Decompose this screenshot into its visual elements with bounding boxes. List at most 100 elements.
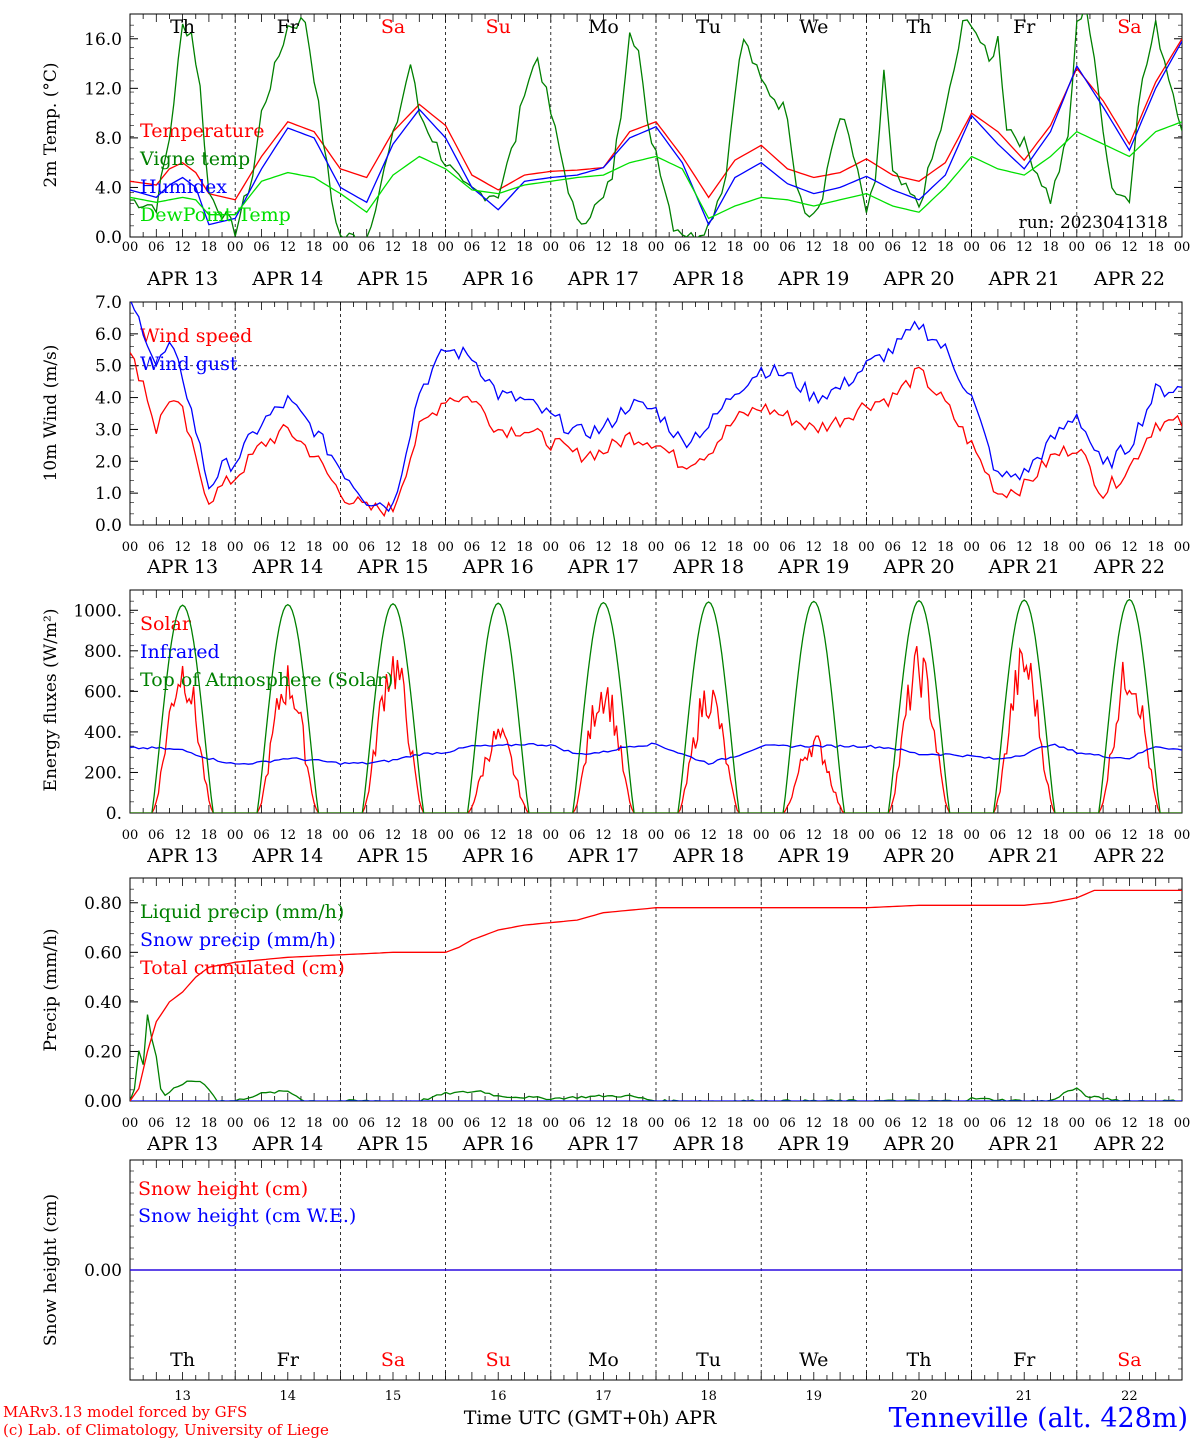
x-hour-label: 00: [753, 1116, 770, 1131]
x-hour-label: 06: [1095, 240, 1112, 255]
y-axis-label: 10m Wind (m/s): [41, 345, 61, 482]
series-line: [130, 598, 1182, 813]
legend-label: DewPoint Temp: [140, 204, 291, 226]
x-hour-label: 00: [963, 828, 980, 843]
x-date-label: APR 16: [462, 1133, 534, 1155]
x-hour-label: 06: [884, 540, 901, 555]
x-hour-label: 12: [174, 828, 191, 843]
x-date-label: APR 16: [462, 268, 534, 290]
x-hour-label: 18: [937, 1116, 954, 1131]
x-date-label: APR 15: [356, 268, 428, 290]
x-hour-label: 06: [253, 240, 270, 255]
y-tick-label: 0.20: [84, 1042, 122, 1062]
x-date-label: APR 13: [146, 268, 218, 290]
weekday-label: Tu: [696, 1349, 721, 1371]
legend-label: Wind speed: [140, 325, 252, 347]
x-hour-label: 06: [674, 240, 691, 255]
x-date-label: APR 13: [146, 1133, 218, 1155]
x-hour-label: 00: [332, 240, 349, 255]
x-hour-label: 18: [727, 1116, 744, 1131]
x-date-label: APR 17: [567, 556, 639, 578]
x-hour-label: 00: [1069, 540, 1086, 555]
legend-label: Wind gust: [140, 353, 238, 375]
x-date-label: APR 16: [462, 845, 534, 867]
x-hour-label: 12: [385, 1116, 402, 1131]
x-date-label: APR 14: [251, 556, 323, 578]
y-tick-label: 2.0: [95, 452, 122, 472]
legend-label: Snow height (cm W.E.): [138, 1205, 356, 1227]
x-date-label: APR 19: [777, 556, 849, 578]
x-date-label: APR 18: [672, 1133, 744, 1155]
x-hour-label: 18: [621, 240, 638, 255]
x-hour-label: 00: [753, 540, 770, 555]
x-hour-label: 06: [674, 540, 691, 555]
x-hour-label: 18: [832, 540, 849, 555]
x-hour-label: 06: [674, 1116, 691, 1131]
x-hour-label: 06: [1095, 1116, 1112, 1131]
x-hour-label: 12: [280, 828, 297, 843]
weekday-label: Tu: [696, 16, 721, 38]
day-number-label: 21: [1016, 1389, 1033, 1404]
y-axis-label: Snow height (cm): [41, 1194, 61, 1346]
legend-label: Snow height (cm): [138, 1178, 308, 1200]
x-hour-label: 12: [595, 828, 612, 843]
day-number-label: 16: [490, 1389, 507, 1404]
x-hour-label: 12: [490, 828, 507, 843]
x-hour-label: 06: [884, 828, 901, 843]
panel-frame: [129, 301, 1183, 526]
series-line: [130, 14, 1182, 237]
x-hour-label: 12: [806, 828, 823, 843]
x-date-label: APR 14: [251, 268, 323, 290]
day-number-label: 19: [806, 1389, 823, 1404]
weekday-label: Sa: [381, 1349, 405, 1371]
weekday-label: Th: [907, 1349, 932, 1371]
x-hour-label: 18: [516, 1116, 533, 1131]
x-date-label: APR 16: [462, 556, 534, 578]
x-hour-label: 06: [569, 240, 586, 255]
x-hour-label: 12: [700, 240, 717, 255]
x-hour-label: 00: [753, 240, 770, 255]
lab-credit: (c) Lab. of Climatology, University of L…: [3, 1421, 329, 1439]
x-hour-label: 18: [516, 828, 533, 843]
x-hour-label: 06: [358, 540, 375, 555]
x-date-label: APR 18: [672, 845, 744, 867]
x-date-label: APR 15: [356, 556, 428, 578]
legend-label: Solar: [140, 613, 192, 635]
x-hour-label: 18: [411, 828, 428, 843]
x-hour-label: 12: [911, 1116, 928, 1131]
x-hour-label: 06: [884, 1116, 901, 1131]
x-hour-label: 18: [727, 240, 744, 255]
x-hour-label: 06: [464, 1116, 481, 1131]
x-hour-label: 00: [122, 828, 139, 843]
x-hour-label: 00: [332, 540, 349, 555]
x-hour-label: 00: [437, 540, 454, 555]
day-number-label: 14: [280, 1389, 297, 1404]
x-hour-label: 18: [621, 540, 638, 555]
x-date-label: APR 22: [1093, 268, 1165, 290]
series-line: [130, 38, 1182, 201]
x-date-label: APR 20: [882, 1133, 954, 1155]
series-line: [130, 646, 1182, 813]
model-credit: MARv3.13 model forced by GFS: [3, 1403, 247, 1421]
x-hour-label: 18: [516, 540, 533, 555]
x-hour-label: 12: [280, 240, 297, 255]
x-date-label: APR 17: [567, 268, 639, 290]
y-tick-label: 6.0: [95, 325, 122, 345]
x-hour-label: 12: [911, 828, 928, 843]
x-hour-label: 06: [779, 240, 796, 255]
x-hour-label: 12: [595, 240, 612, 255]
weekday-label: Sa: [1117, 16, 1141, 38]
weekday-label: Su: [486, 16, 511, 38]
x-date-label: APR 21: [988, 1133, 1060, 1155]
x-hour-label: 06: [779, 828, 796, 843]
x-hour-label: 06: [884, 240, 901, 255]
x-hour-label: 18: [201, 1116, 218, 1131]
x-hour-label: 18: [306, 240, 323, 255]
weekday-label: Fr: [1013, 16, 1036, 38]
x-hour-label: 18: [832, 240, 849, 255]
x-hour-label: 06: [1095, 828, 1112, 843]
x-hour-label: 18: [201, 828, 218, 843]
day-number-label: 18: [700, 1389, 717, 1404]
x-hour-label: 12: [700, 1116, 717, 1131]
x-date-label: APR 17: [567, 845, 639, 867]
